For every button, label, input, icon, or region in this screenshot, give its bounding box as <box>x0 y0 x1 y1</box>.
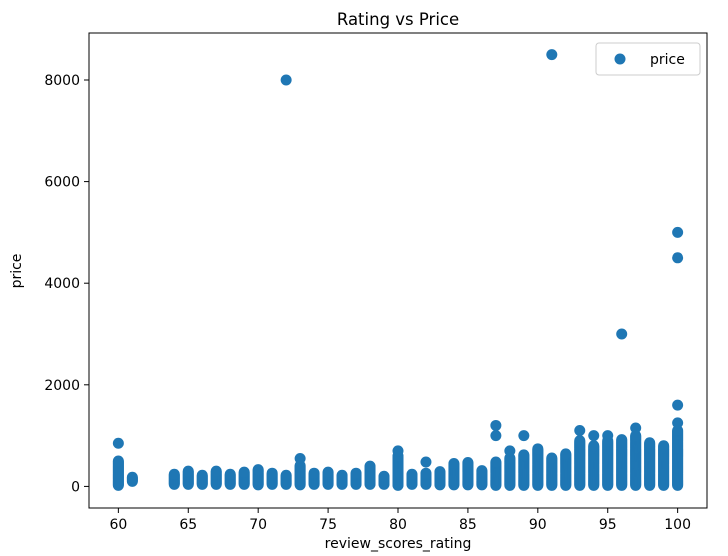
data-point <box>210 465 222 477</box>
legend-marker <box>614 53 626 65</box>
x-tick-label: 100 <box>664 517 691 533</box>
legend: price <box>595 42 701 76</box>
x-tick-label: 90 <box>529 517 547 533</box>
data-point <box>308 467 320 479</box>
y-tick-label: 8000 <box>44 73 80 89</box>
data-point <box>168 468 180 480</box>
data-point <box>672 226 684 238</box>
data-point <box>490 430 502 442</box>
data-point <box>644 437 656 449</box>
data-point <box>574 425 586 437</box>
x-axis-label: review_scores_rating <box>325 536 472 552</box>
data-point <box>490 419 502 431</box>
y-axis-label: price <box>9 254 25 289</box>
data-point <box>280 74 292 86</box>
data-point <box>616 434 628 446</box>
data-point <box>630 430 642 442</box>
data-point <box>196 469 208 481</box>
data-point <box>616 328 628 340</box>
data-point <box>420 467 432 479</box>
legend-frame <box>595 42 701 76</box>
data-point <box>252 464 264 476</box>
data-point <box>672 399 684 411</box>
data-point <box>378 470 390 482</box>
data-point <box>546 452 558 464</box>
data-point <box>672 425 684 437</box>
data-point <box>336 469 348 481</box>
x-tick-label: 85 <box>459 517 477 533</box>
data-point <box>476 465 488 477</box>
data-point <box>504 445 516 457</box>
data-point <box>238 466 250 478</box>
legend-label: price <box>650 52 685 68</box>
x-tick-label: 75 <box>319 517 337 533</box>
data-point <box>322 466 334 478</box>
x-tick-label: 70 <box>249 517 267 533</box>
y-tick-label: 2000 <box>44 378 80 394</box>
data-point <box>266 467 278 479</box>
data-point <box>602 430 614 442</box>
data-point <box>462 457 474 469</box>
data-point <box>280 469 292 481</box>
x-tick-label: 60 <box>109 517 127 533</box>
data-point <box>182 465 194 477</box>
data-point <box>490 456 502 468</box>
data-point <box>588 440 600 452</box>
data-point <box>560 448 572 460</box>
y-tick-label: 4000 <box>44 276 80 292</box>
data-point <box>574 435 586 447</box>
y-tick-label: 6000 <box>44 175 80 191</box>
plot-frame <box>88 32 708 509</box>
data-point <box>546 49 558 61</box>
x-tick-label: 65 <box>179 517 197 533</box>
data-point <box>518 430 530 442</box>
data-point <box>434 466 446 478</box>
y-axis: 0 2000 4000 6000 8000 <box>44 73 89 495</box>
data-point <box>588 430 600 442</box>
data-point <box>518 449 530 461</box>
data-point <box>126 471 138 483</box>
chart-title: Rating vs Price <box>337 10 459 29</box>
data-point <box>448 458 460 470</box>
x-axis: 60 65 70 75 80 85 90 95 100 <box>109 508 691 533</box>
data-point <box>364 460 376 472</box>
data-point <box>420 456 432 468</box>
data-point <box>532 443 544 455</box>
data-point <box>112 455 124 467</box>
data-point <box>112 437 124 449</box>
data-point <box>630 422 642 434</box>
data-point <box>672 417 684 429</box>
x-tick-label: 80 <box>389 517 407 533</box>
data-point <box>392 445 404 457</box>
y-tick-label: 0 <box>71 479 80 495</box>
data-point <box>672 252 684 264</box>
x-tick-label: 95 <box>599 517 617 533</box>
data-point <box>294 452 306 464</box>
data-point <box>224 468 236 480</box>
data-point <box>658 440 670 452</box>
data-point <box>406 468 418 480</box>
data-point <box>350 467 362 479</box>
plot-area <box>112 49 684 491</box>
